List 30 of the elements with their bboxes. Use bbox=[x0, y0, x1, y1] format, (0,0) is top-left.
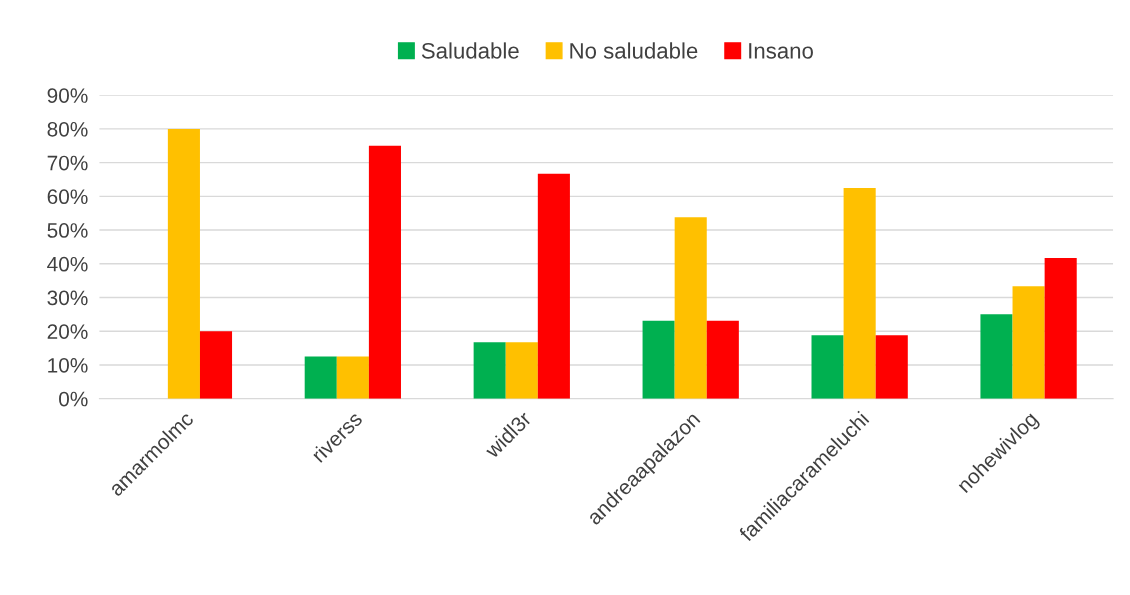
bar bbox=[167, 128, 200, 399]
bar bbox=[505, 342, 538, 399]
y-tick-label: 10% bbox=[48, 357, 88, 373]
bar bbox=[368, 145, 401, 399]
legend-label: No saludable bbox=[570, 42, 698, 59]
bar bbox=[811, 335, 844, 399]
y-tick-label: 60% bbox=[47, 189, 88, 205]
bar bbox=[537, 173, 570, 399]
y-tick-label: 40% bbox=[47, 256, 88, 272]
bar bbox=[336, 356, 369, 399]
y-tick-label: 90% bbox=[47, 88, 88, 103]
bar bbox=[199, 331, 233, 399]
y-tick-label: 0% bbox=[59, 391, 88, 407]
y-tick-label: 70% bbox=[47, 155, 88, 171]
bar bbox=[674, 217, 707, 399]
y-tick-label: 50% bbox=[47, 223, 88, 238]
bar bbox=[706, 320, 739, 399]
y-tick-label: 20% bbox=[47, 324, 88, 339]
bar bbox=[980, 314, 1013, 399]
bar bbox=[875, 335, 908, 399]
bar bbox=[473, 342, 506, 399]
y-tick-label: 80% bbox=[47, 121, 88, 137]
bar bbox=[1012, 286, 1045, 399]
bar bbox=[642, 320, 675, 399]
bar bbox=[304, 356, 337, 399]
bar bbox=[1044, 258, 1077, 399]
legend-label: Saludable bbox=[421, 42, 519, 59]
y-tick-label: 30% bbox=[47, 290, 88, 306]
bar bbox=[843, 187, 876, 399]
legend-label: Insano bbox=[749, 43, 813, 59]
